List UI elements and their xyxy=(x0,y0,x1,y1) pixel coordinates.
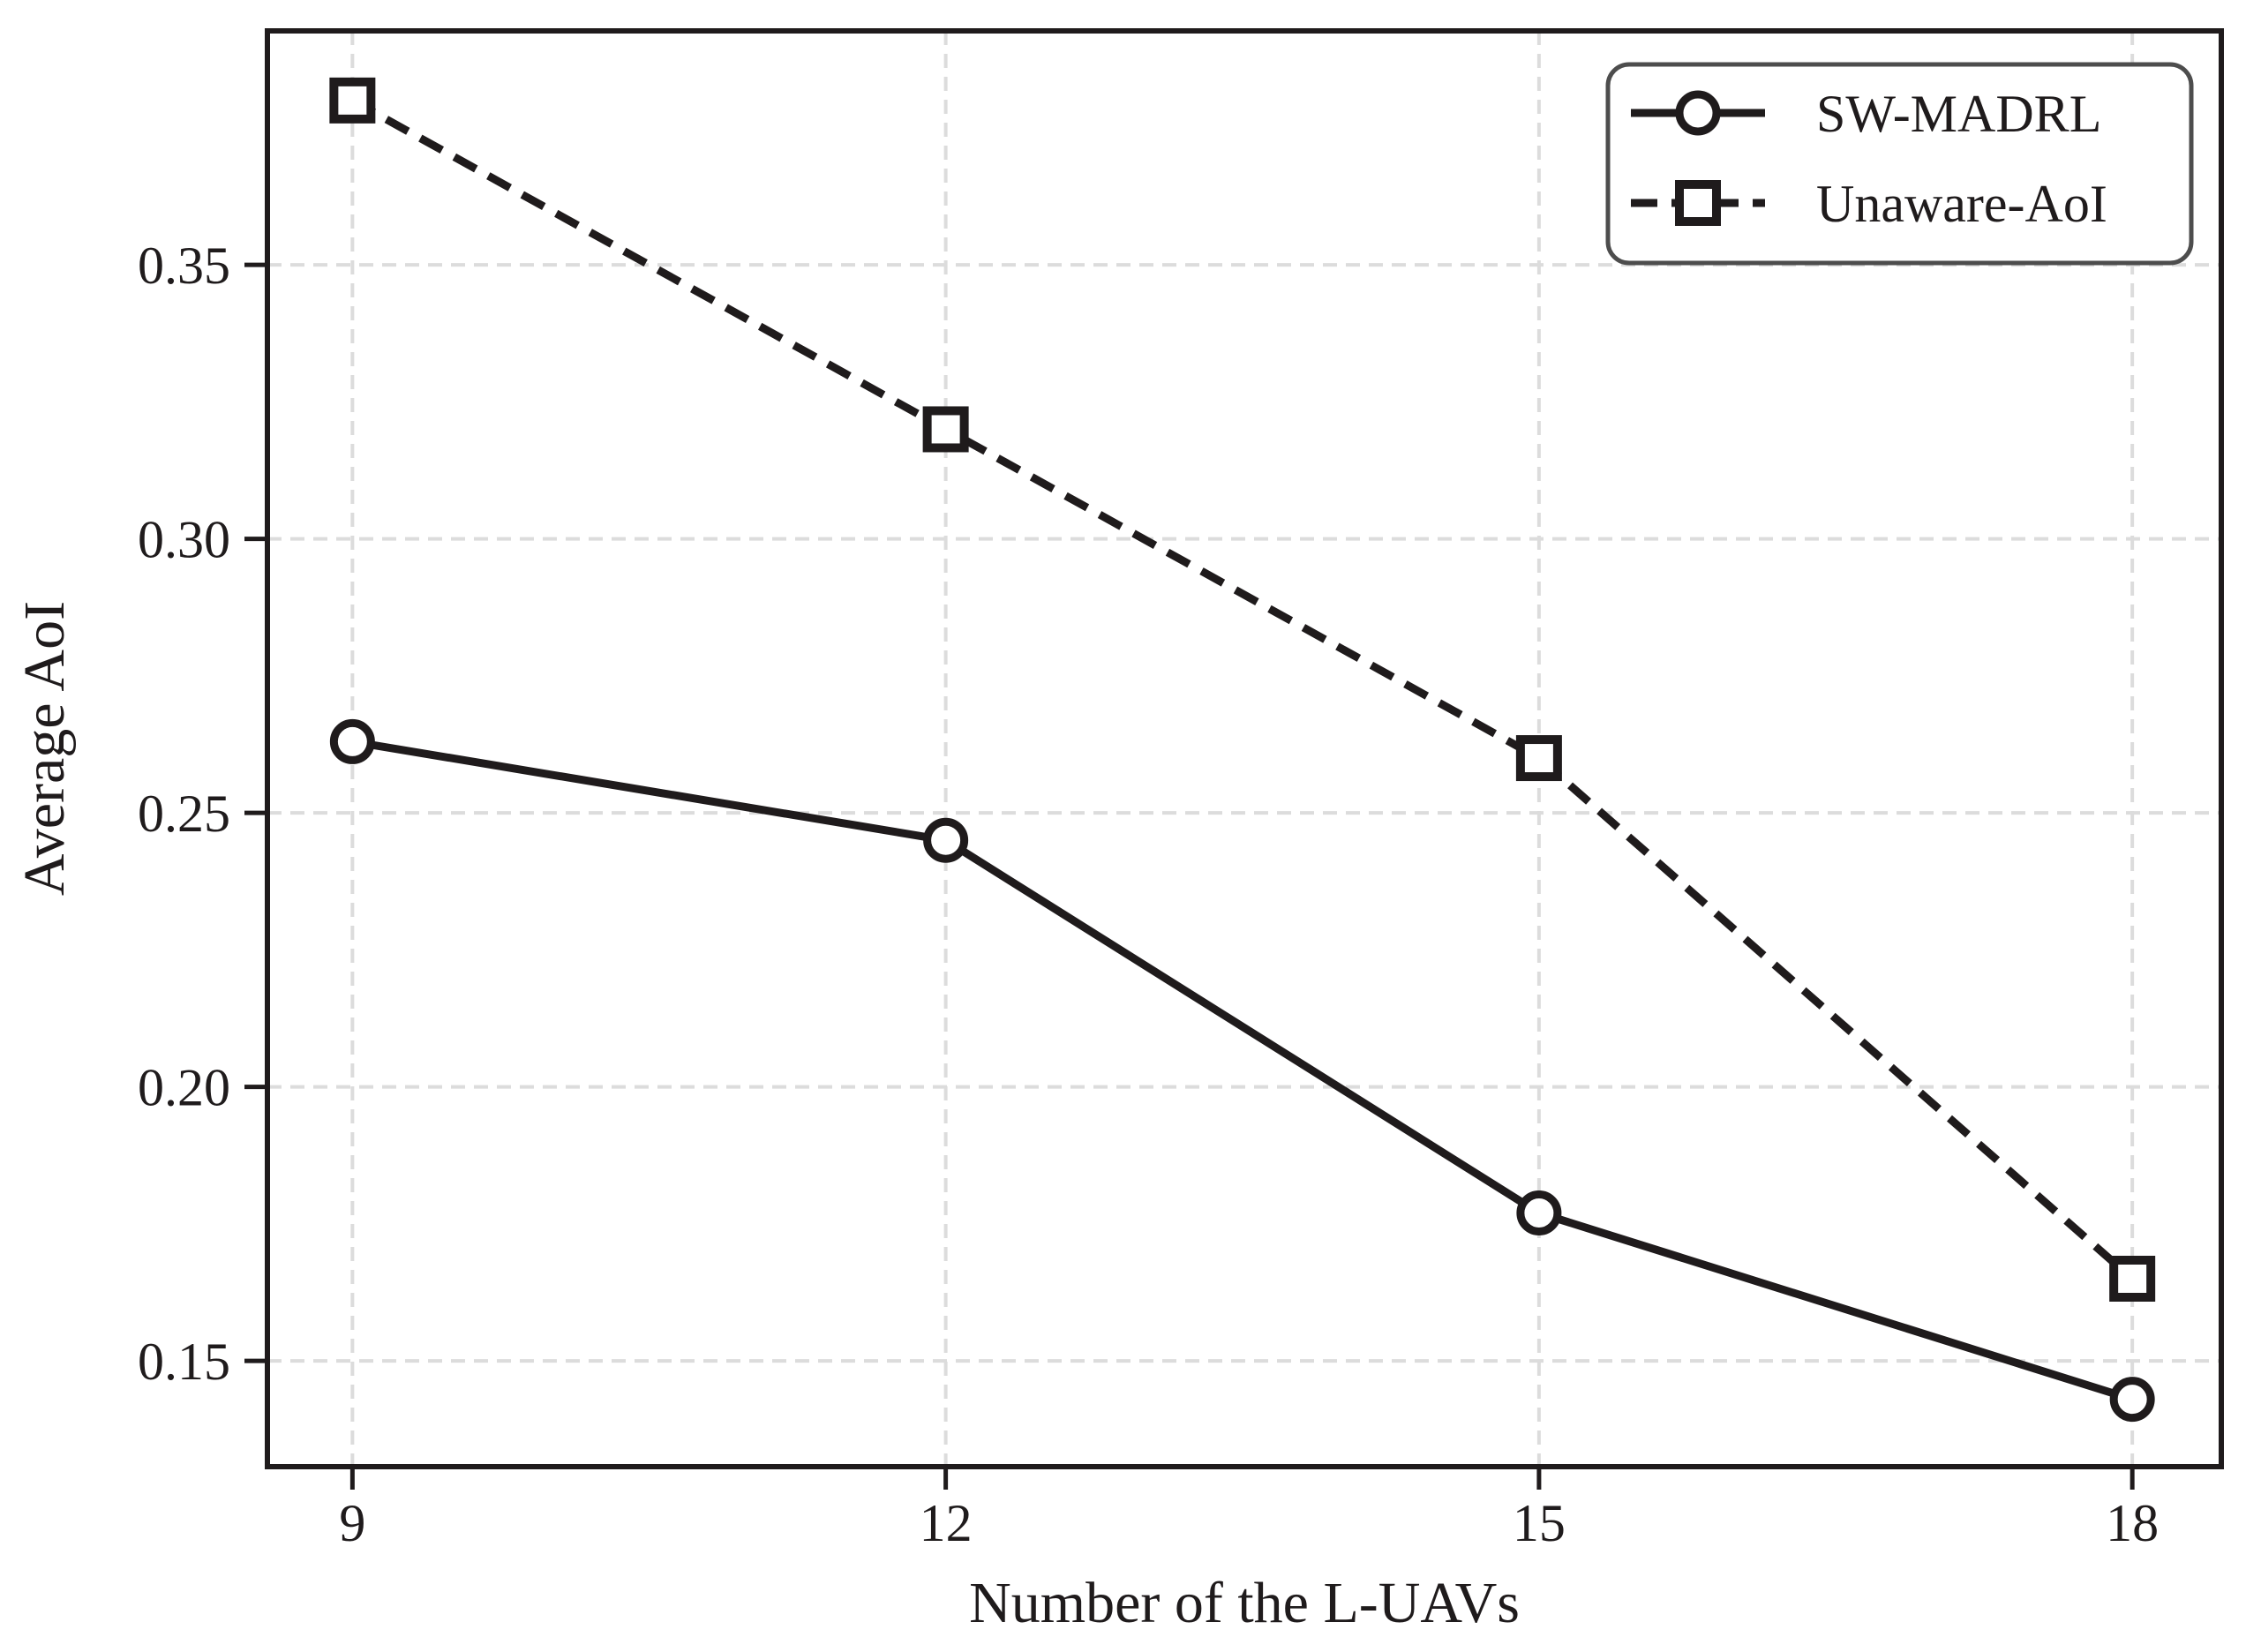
y-tick-label-0.20: 0.20 xyxy=(138,1059,230,1117)
legend-marker-SW-MADRL xyxy=(1675,90,1721,136)
data-point-SW-MADRL-x15 xyxy=(1516,1190,1562,1235)
y-tick-label-0.25: 0.25 xyxy=(138,785,230,843)
data-point-Unaware-AoI-x9 xyxy=(329,77,376,124)
data-point-SW-MADRL-x9 xyxy=(329,718,375,764)
x-tick-label-12: 12 xyxy=(920,1494,973,1552)
series-line-Unaware-AoI xyxy=(350,96,2136,1282)
data-point-Unaware-AoI-x18 xyxy=(2109,1255,2156,1302)
legend-label-Unaware-AoI: Unaware-AoI xyxy=(1816,175,2107,233)
y-tick-label-0.35: 0.35 xyxy=(138,237,230,295)
data-point-SW-MADRL-x12 xyxy=(923,817,969,863)
x-axis-title: Number of the L-UAVs xyxy=(969,1571,1520,1635)
legend: SW-MADRL Unaware-AoI xyxy=(1605,62,2194,266)
legend-marker-Unaware-AoI xyxy=(1675,180,1721,226)
y-tick-label-0.30: 0.30 xyxy=(138,511,230,569)
data-point-SW-MADRL-x18 xyxy=(2109,1377,2155,1423)
legend-label-SW-MADRL: SW-MADRL xyxy=(1816,85,2101,143)
tick-layer xyxy=(244,262,2135,1490)
x-tick-label-15: 15 xyxy=(1513,1494,1566,1552)
plot-border xyxy=(265,28,2224,1469)
y-axis-title: Average AoI xyxy=(12,601,77,896)
series-line-SW-MADRL xyxy=(351,737,2134,1403)
y-tick-label-0.15: 0.15 xyxy=(138,1333,230,1391)
x-tick-label-9: 9 xyxy=(339,1494,365,1552)
grid-layer xyxy=(267,31,2221,1467)
series-layer xyxy=(329,77,2156,1423)
data-point-Unaware-AoI-x15 xyxy=(1515,735,1562,782)
tick-label-layer: 9 12 15 18 0.15 0.20 0.25 0.30 0.35 xyxy=(138,237,2159,1552)
data-point-Unaware-AoI-x12 xyxy=(922,406,969,453)
x-tick-label-18: 18 xyxy=(2106,1494,2159,1552)
